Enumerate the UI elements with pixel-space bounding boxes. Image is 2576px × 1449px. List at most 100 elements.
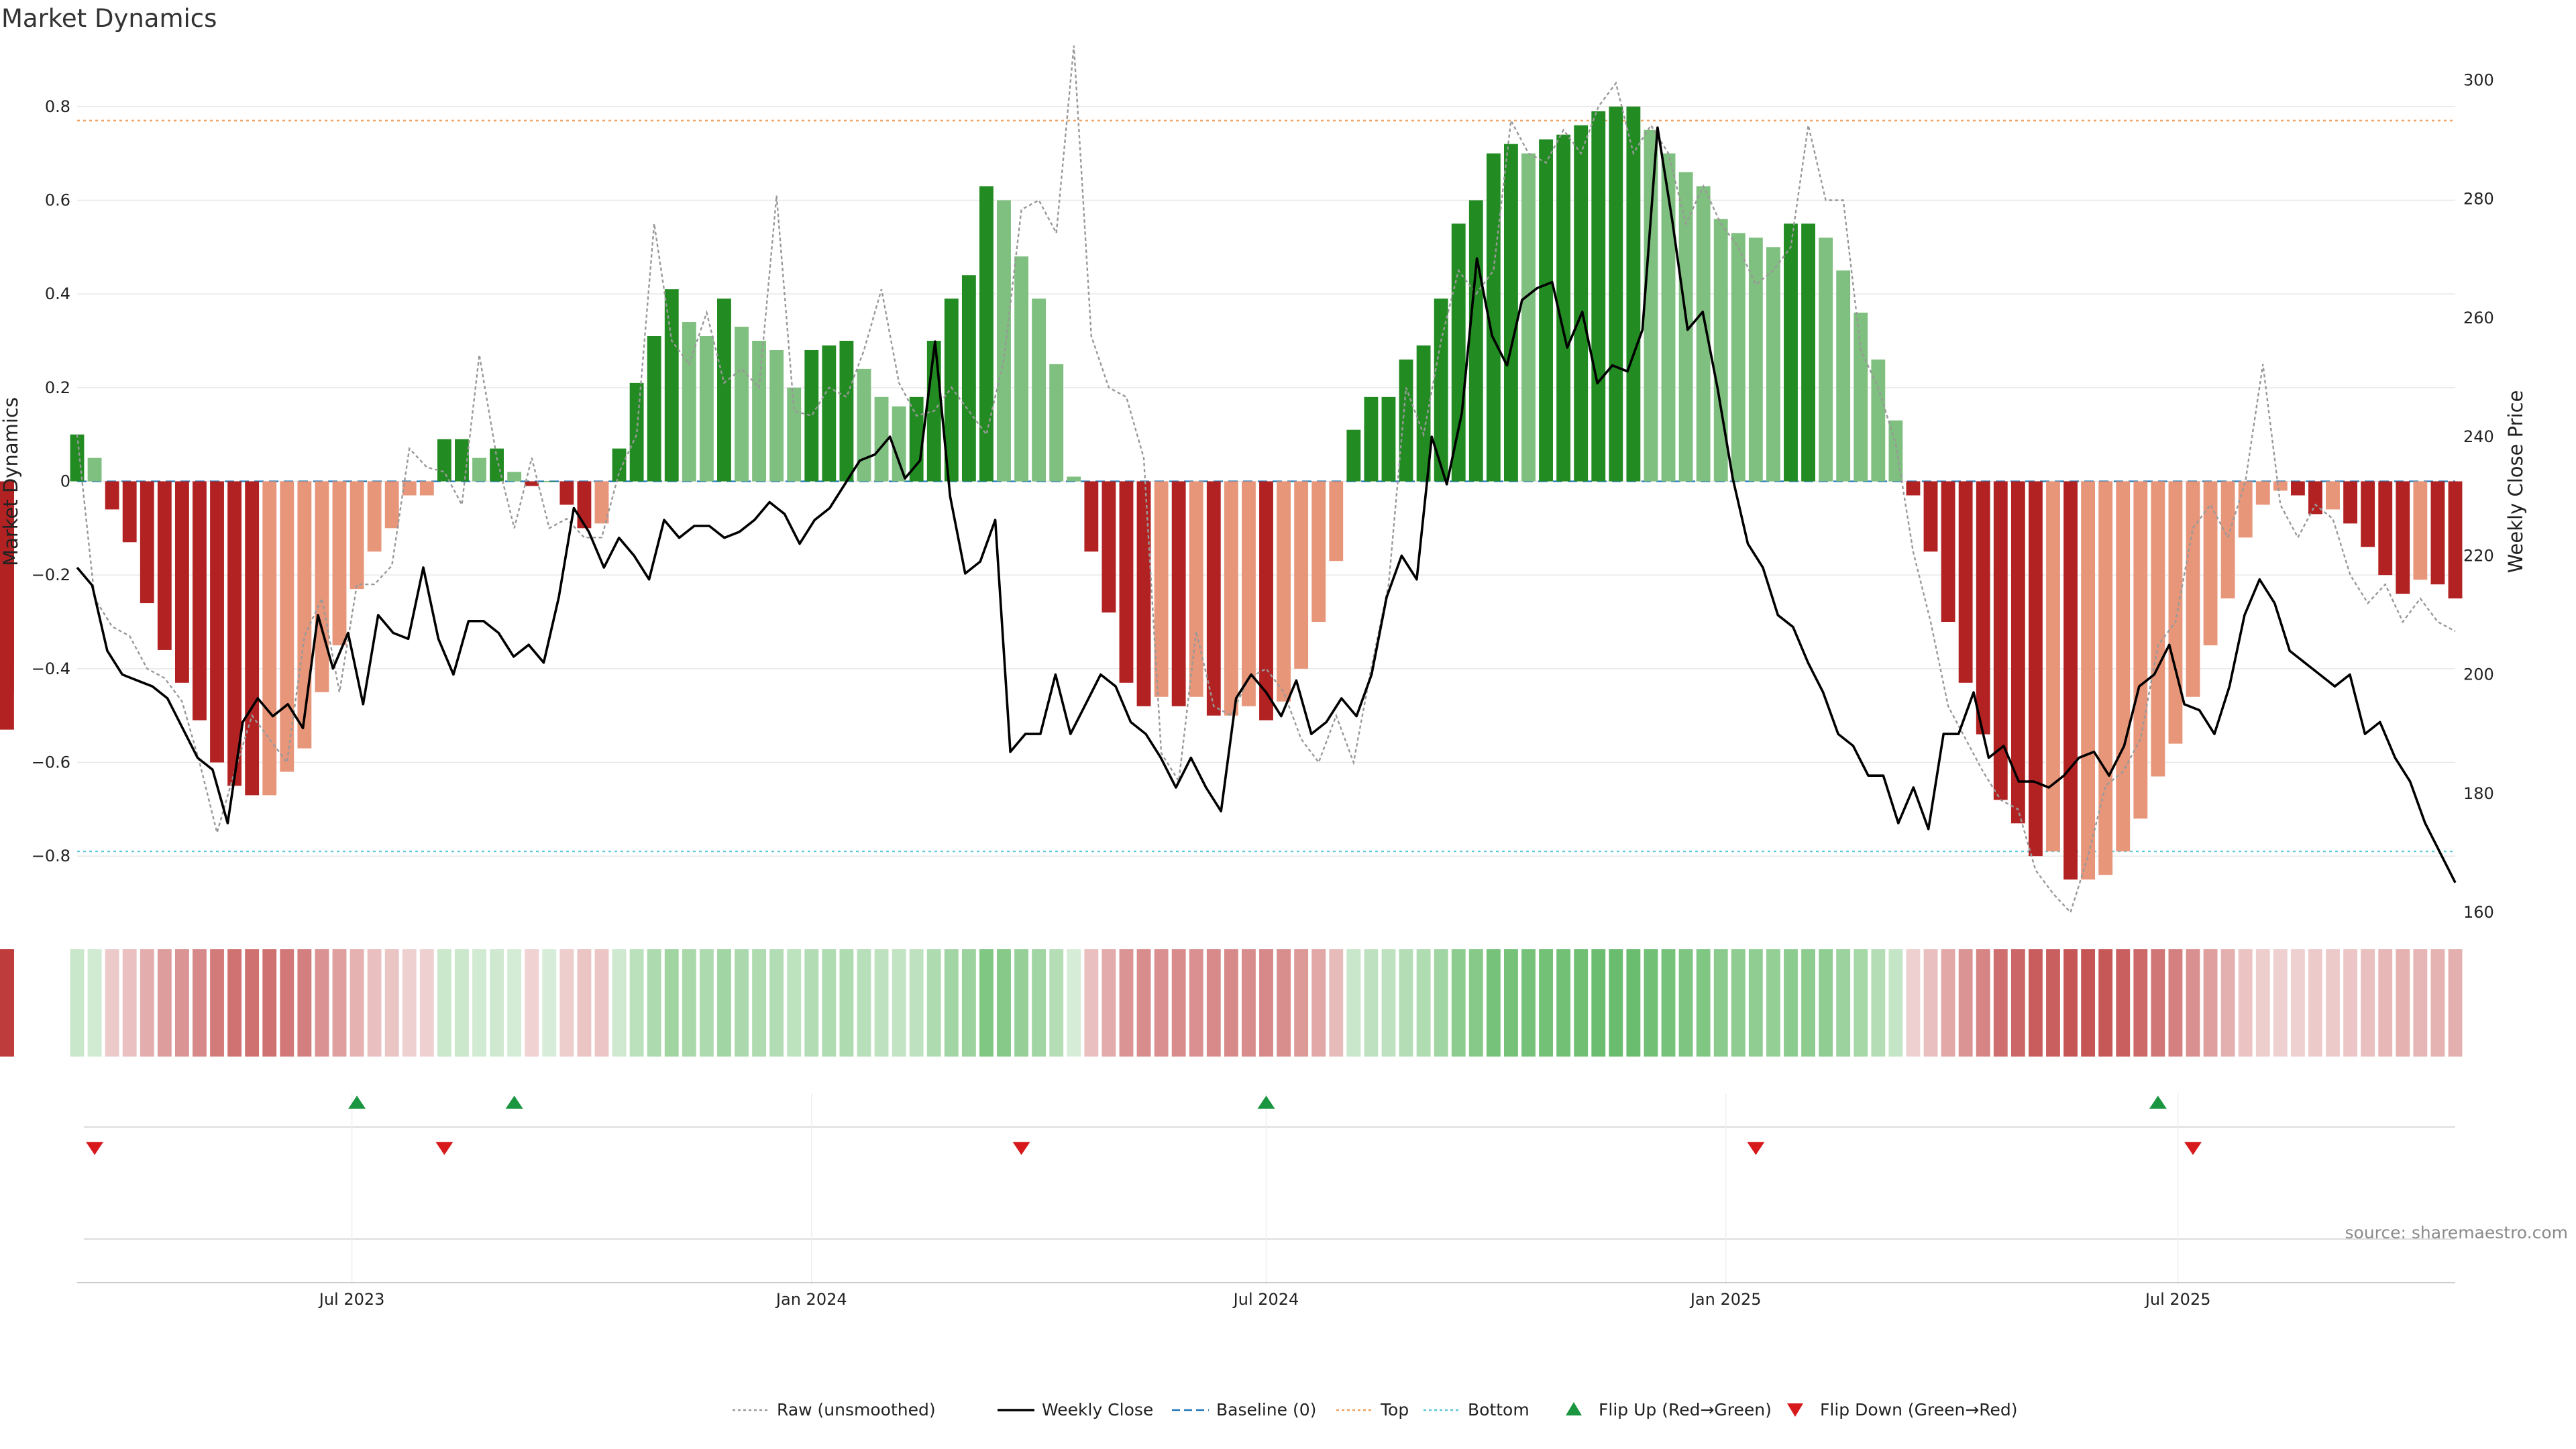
heat-cell	[1713, 949, 1728, 1057]
y-tick-label-right: 280	[2463, 190, 2494, 209]
bar	[1049, 364, 1064, 482]
heat-cell	[1504, 949, 1518, 1057]
heat-cell	[787, 949, 802, 1057]
bar	[682, 322, 696, 482]
y-tick-label-left: 0.4	[45, 284, 70, 303]
bar	[490, 448, 504, 482]
heat-cell	[1346, 949, 1361, 1057]
heat-cell	[1591, 949, 1606, 1057]
flip-down-marker	[2184, 1142, 2202, 1155]
heat-cell	[174, 949, 189, 1057]
bar	[1329, 481, 1344, 561]
bar	[280, 481, 294, 772]
heat-cell	[2273, 949, 2288, 1057]
heat-cell	[2430, 949, 2445, 1057]
bar-series	[0, 106, 2463, 880]
heat-cell	[2098, 949, 2113, 1057]
bar	[1102, 481, 1116, 613]
heat-cell	[629, 949, 644, 1057]
bar	[2151, 481, 2165, 777]
heat-cell	[1574, 949, 1589, 1057]
bar	[1486, 153, 1501, 482]
bar	[1871, 359, 1886, 482]
heat-cell	[1644, 949, 1658, 1057]
bar	[1591, 111, 1606, 482]
bar	[1976, 481, 1990, 735]
legend-label: Weekly Close	[1042, 1400, 1153, 1419]
y-tick-label-right: 260	[2463, 309, 2494, 327]
bar	[384, 481, 399, 529]
bar	[105, 481, 119, 510]
heat-cell	[2133, 949, 2148, 1057]
bar	[1574, 125, 1589, 482]
bar	[262, 481, 277, 796]
heat-cell	[437, 949, 451, 1057]
bar	[1539, 139, 1553, 482]
bar	[787, 387, 802, 482]
y-tick-label-right: 160	[2463, 903, 2494, 922]
heat-cell	[1364, 949, 1379, 1057]
bar	[1119, 481, 1134, 683]
y-tick-label-left: 0	[60, 472, 70, 491]
legend-swatch	[1566, 1402, 1582, 1415]
heat-cell	[2046, 949, 2060, 1057]
heat-cell	[1329, 949, 1344, 1057]
bar	[1136, 481, 1151, 706]
heat-cell	[2343, 949, 2358, 1057]
bar	[174, 481, 189, 683]
heat-cell	[926, 949, 941, 1057]
bar	[1224, 481, 1238, 716]
bar	[2255, 481, 2270, 505]
bar	[1993, 481, 2008, 800]
bar	[1294, 481, 1309, 669]
heat-cell	[1486, 949, 1501, 1057]
bar	[367, 481, 382, 552]
heat-cell	[735, 949, 749, 1057]
heat-cell	[2413, 949, 2428, 1057]
bar	[1154, 481, 1169, 697]
bar	[2326, 481, 2340, 510]
heat-cell	[455, 949, 469, 1057]
bar	[1206, 481, 1221, 716]
y-tick-label-right: 200	[2463, 665, 2494, 684]
weekly-close-series	[76, 126, 2457, 883]
heat-cell	[1154, 949, 1169, 1057]
bar	[1084, 481, 1099, 552]
heat-cell	[1294, 949, 1309, 1057]
heat-cell	[1242, 949, 1256, 1057]
bar	[1713, 219, 1728, 482]
bar	[419, 481, 434, 496]
heat-cell	[315, 949, 329, 1057]
bar	[157, 481, 172, 650]
heat-cell	[2168, 949, 2183, 1057]
heat-cell	[1801, 949, 1815, 1057]
heat-cell	[699, 949, 714, 1057]
heat-cell	[2308, 949, 2322, 1057]
bar	[979, 186, 994, 482]
heat-cell	[367, 949, 382, 1057]
y-tick-label-left: −0.4	[32, 659, 70, 678]
bar	[1171, 481, 1186, 706]
flip-up-marker	[348, 1095, 366, 1109]
flip-up-marker	[505, 1095, 523, 1109]
heat-cell	[1381, 949, 1396, 1057]
bar	[2308, 481, 2322, 515]
heat-cell	[839, 949, 854, 1057]
y-tick-label-left: 0.8	[45, 97, 70, 116]
heat-cell	[1084, 949, 1099, 1057]
heat-cell	[804, 949, 819, 1057]
bar	[193, 481, 207, 720]
bar	[1801, 223, 1815, 482]
bar	[612, 448, 627, 482]
heat-cell	[2378, 949, 2393, 1057]
bar	[2290, 481, 2305, 496]
heat-cell	[997, 949, 1011, 1057]
bar	[2133, 481, 2148, 819]
legend-label: Flip Down (Green→Red)	[1820, 1400, 2018, 1419]
x-tick-label: Jul 2024	[1232, 1290, 1299, 1309]
y-tick-label-left: −0.8	[32, 847, 70, 865]
bar	[1242, 481, 1256, 706]
bar	[629, 382, 644, 482]
flip-up-marker	[2149, 1095, 2167, 1109]
bar	[2448, 481, 2463, 599]
